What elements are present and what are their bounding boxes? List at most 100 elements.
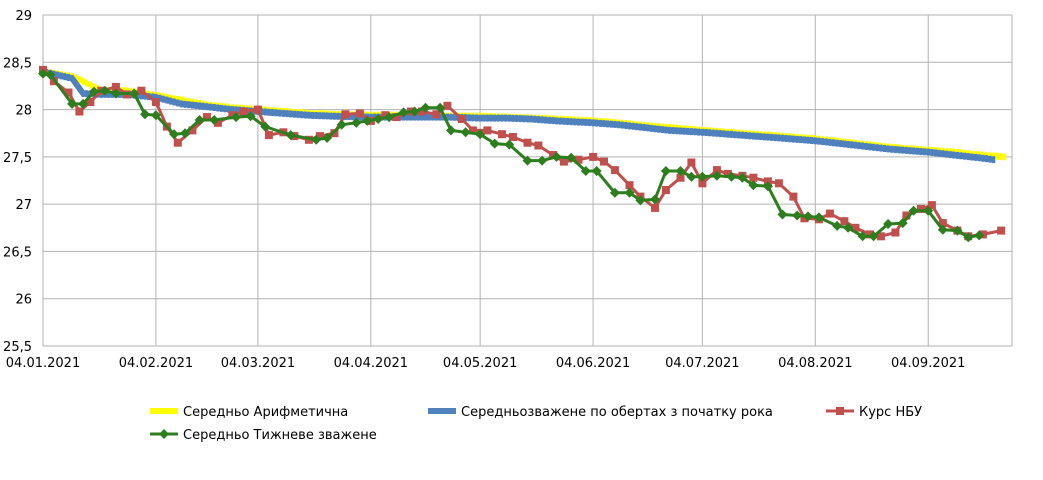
series-weighted-turnover-point: [668, 126, 672, 134]
weekly-weighted-point: [897, 218, 908, 229]
y-tick-label: 27,5: [3, 151, 32, 166]
series-weighted-turnover-point: [478, 114, 482, 122]
series-weighted-turnover-point: [777, 134, 781, 142]
series-weighted-turnover-point: [569, 118, 573, 126]
weekly-weighted-point: [78, 98, 89, 109]
nbu-rate-point: [749, 173, 758, 182]
series-weighted-turnover-point: [689, 128, 693, 136]
x-tick-label: 04.04.2021: [334, 356, 408, 371]
series-weighted-turnover-point: [824, 138, 828, 146]
series-weighted-turnover-point: [915, 147, 919, 155]
weekly-weighted-point: [99, 85, 110, 96]
series-arithmetic-point: [77, 76, 81, 84]
series-weighted-turnover-point: [795, 135, 799, 143]
series-weighted-turnover-point: [799, 136, 803, 144]
nbu-rate-point: [825, 209, 834, 218]
series-weighted-turnover-point: [303, 111, 307, 119]
series-weighted-turnover-point: [733, 131, 737, 139]
series-weighted-turnover-point: [216, 104, 220, 112]
weekly-weighted-point: [322, 132, 333, 143]
series-weighted-turnover-point: [806, 136, 810, 144]
legend-item: Курс НБУ: [826, 405, 922, 420]
series-weighted-turnover-point: [755, 132, 759, 140]
series-weighted-turnover-point: [970, 153, 974, 161]
weekly-weighted-point: [446, 125, 456, 136]
series-weighted-turnover-point: [730, 130, 733, 138]
series-weighted-turnover-point: [187, 101, 191, 109]
series-weighted-turnover-point: [424, 113, 427, 121]
nbu-rate-point: [315, 132, 324, 141]
series-weighted-turnover-point: [56, 71, 60, 79]
nbu-rate-point: [173, 138, 182, 147]
series-weighted-turnover-point: [511, 114, 515, 122]
nbu-rate-point: [800, 214, 809, 223]
series-weighted-turnover-point: [930, 149, 934, 156]
series-weighted-turnover-point: [136, 92, 140, 99]
weekly-weighted-point: [38, 68, 48, 79]
series-weighted-turnover-point: [558, 117, 562, 125]
series-weighted-turnover-point: [274, 109, 278, 117]
nbu-rate-point: [86, 98, 95, 106]
weekly-weighted-point: [777, 209, 788, 220]
series-weighted-turnover-point: [176, 99, 180, 107]
weekly-weighted-point: [580, 166, 591, 176]
weekly-weighted-point: [245, 111, 256, 122]
series-weighted-turnover-point: [67, 74, 70, 81]
series-weighted-turnover-point: [934, 149, 937, 157]
weekly-weighted-point: [624, 187, 635, 198]
weekly-weighted-point: [635, 195, 646, 206]
series-weighted-turnover-point: [475, 114, 478, 122]
series-weighted-turnover-point: [613, 120, 617, 128]
series-weighted-turnover-point: [536, 116, 540, 124]
series-weighted-turnover: [41, 68, 996, 164]
series-weighted-turnover-point: [598, 119, 602, 127]
series-weighted-turnover-point: [697, 128, 701, 136]
series-weighted-turnover-point: [890, 145, 894, 153]
weekly-weighted-point: [336, 119, 347, 130]
series-weighted-turnover-point: [653, 125, 657, 133]
series-arithmetic-point: [995, 152, 999, 160]
series-weighted-turnover-point: [908, 147, 912, 155]
series-weighted-turnover-point: [332, 112, 336, 120]
series-weighted-turnover-point: [183, 100, 187, 108]
series-weighted-turnover-point: [901, 146, 905, 154]
series-weighted-turnover-point: [602, 120, 606, 128]
series-weighted-turnover-point: [679, 127, 682, 135]
nbu-rate-point: [865, 230, 874, 239]
weekly-weighted-point: [489, 138, 500, 149]
nbu-rate-point: [498, 130, 506, 139]
series-weighted-turnover-point: [485, 114, 489, 122]
nbu-rate-point: [188, 126, 197, 135]
nbu-rate-point: [253, 105, 262, 114]
series-weighted-turnover-point: [828, 138, 832, 146]
y-axis-tick-labels: 25,5 26 26,5 27 27,5 28 28,5 29: [3, 9, 32, 355]
weekly-weighted-point: [609, 187, 620, 198]
series-weighted-turnover-point: [893, 146, 897, 154]
series-weighted-turnover-point: [409, 113, 413, 121]
series-weighted-turnover-point: [686, 127, 690, 135]
series-weighted-turnover-point: [205, 103, 209, 111]
series-arithmetic-point: [999, 153, 1003, 161]
series-weighted-turnover-point: [886, 145, 890, 153]
series-weighted-turnover-point: [85, 90, 89, 98]
series-weighted-turnover-point: [285, 110, 289, 118]
series-weighted-turnover-point: [624, 122, 628, 129]
series-weighted-turnover-point: [813, 137, 817, 145]
nbu-rate-point: [574, 155, 583, 164]
series-weighted-turnover-point: [722, 130, 726, 138]
series-weighted-turnover-point: [281, 109, 285, 117]
weekly-weighted-point: [762, 181, 773, 192]
series-weighted-turnover-point: [923, 148, 927, 156]
y-tick-label: 28: [15, 104, 32, 119]
series-weighted-turnover-point: [802, 136, 806, 144]
series-weighted-turnover-point: [518, 115, 522, 123]
weekly-weighted-point: [435, 102, 446, 113]
series-weighted-turnover-point: [868, 143, 872, 151]
series-weighted-turnover-point: [842, 140, 846, 148]
y-tick-label: 26: [15, 293, 32, 308]
series-weighted-turnover-point: [715, 129, 719, 137]
series-weighted-turnover-point: [751, 132, 755, 140]
series-weighted-turnover-point: [638, 123, 642, 131]
weekly-weighted-point: [803, 211, 813, 222]
